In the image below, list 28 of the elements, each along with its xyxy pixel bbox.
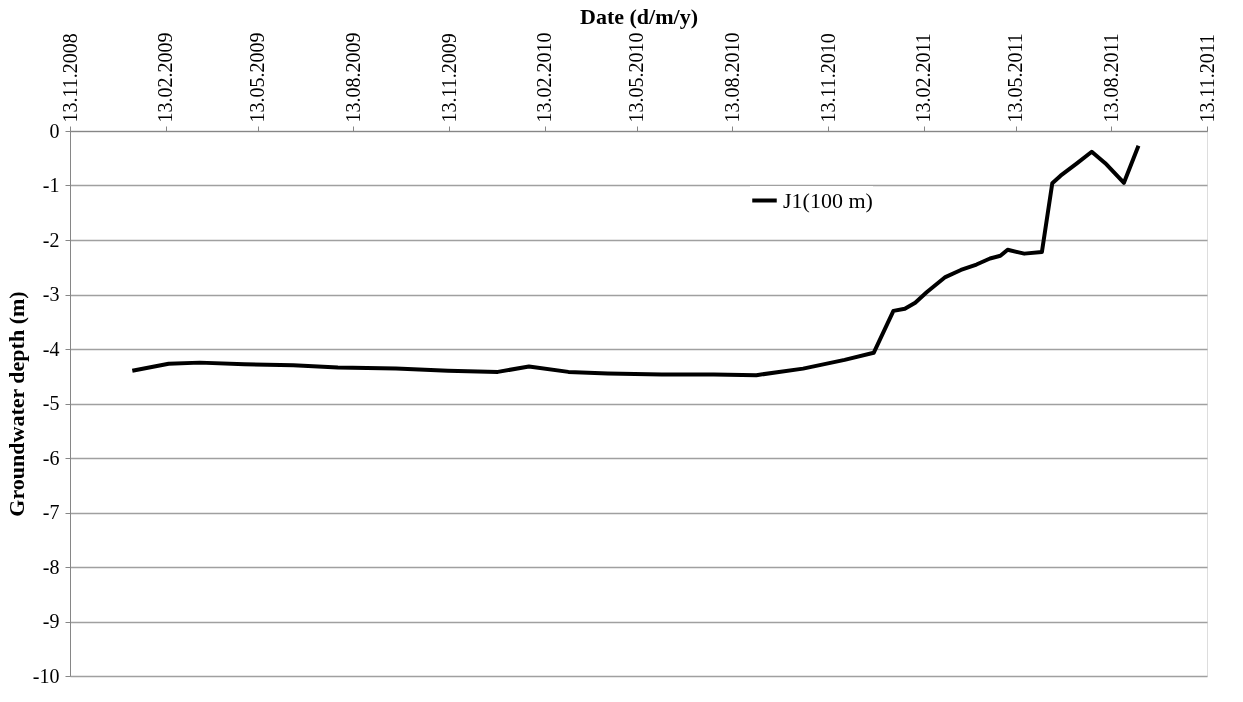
x-tick-label: 13.08.2009: [341, 32, 364, 123]
line-series: [130, 143, 1141, 378]
y-tick-label: -3: [42, 283, 60, 305]
x-tick-label: 13.11.2009: [437, 33, 460, 123]
x-tick-label: 13.08.2011: [1099, 33, 1122, 123]
x-tick-label: 13.11.2011: [1195, 33, 1218, 123]
x-tick-label: 13.11.2008: [58, 33, 81, 123]
legend-label: J1(100 m): [783, 187, 873, 213]
x-tick-label: 13.08.2010: [720, 32, 743, 123]
y-tick-label: 0: [49, 119, 60, 142]
y-tick-label: -5: [42, 392, 60, 414]
x-axis-title: Date (d/m/y): [580, 3, 698, 29]
y-tick-label: -6: [42, 446, 60, 469]
y-axis-title: Groundwater depth (m): [3, 291, 29, 517]
y-tick-label: -9: [42, 610, 60, 632]
x-tick-label: 13.11.2010: [816, 33, 839, 123]
x-tick-label: 13.05.2011: [1004, 33, 1027, 123]
y-tick-label: -4: [42, 337, 60, 360]
x-tick-label: 13.05.2010: [625, 32, 648, 123]
y-tick-label: -8: [42, 555, 60, 578]
x-tick-label: 13.02.2009: [154, 32, 177, 123]
x-tick-label: 13.05.2009: [246, 32, 269, 123]
x-tick-label: 13.02.2010: [533, 32, 556, 123]
y-tick-label: -10: [32, 664, 60, 687]
x-tick-label: 13.02.2011: [912, 33, 935, 123]
y-tick-label: -2: [42, 228, 60, 251]
y-tick-label: -7: [42, 501, 60, 523]
y-tick-label: -1: [42, 174, 60, 196]
